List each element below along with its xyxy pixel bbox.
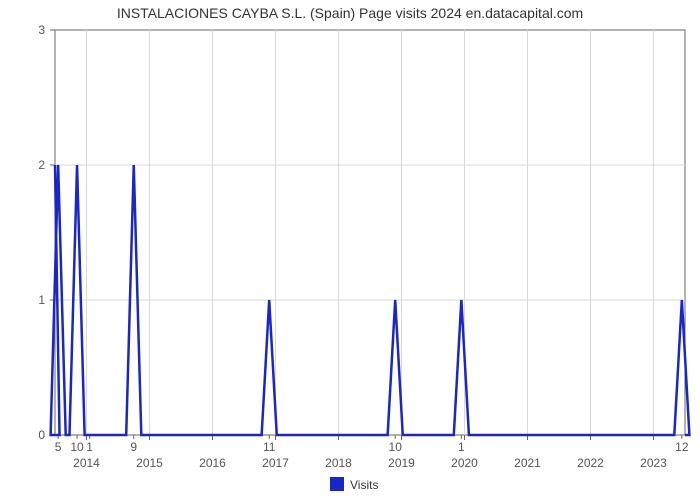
chart-background <box>0 0 700 500</box>
x-tick-label: 2019 <box>388 456 415 470</box>
x-secondary-label: 12 <box>675 440 689 454</box>
x-secondary-label: 11 <box>263 440 276 454</box>
x-tick-label: 2022 <box>577 456 604 470</box>
y-tick-label: 0 <box>38 428 45 442</box>
x-tick-label: 2021 <box>514 456 541 470</box>
chart-container: INSTALACIONES CAYBA S.L. (Spain) Page vi… <box>0 0 700 500</box>
x-secondary-label: 1 <box>86 440 93 454</box>
x-secondary-label: 10 <box>389 440 403 454</box>
x-secondary-label: 1 <box>458 440 465 454</box>
x-tick-label: 2017 <box>262 456 289 470</box>
x-tick-label: 2014 <box>73 456 100 470</box>
legend-swatch <box>330 477 344 491</box>
x-tick-label: 2016 <box>199 456 226 470</box>
y-tick-label: 1 <box>38 293 45 307</box>
line-chart: INSTALACIONES CAYBA S.L. (Spain) Page vi… <box>0 0 700 500</box>
x-tick-label: 2023 <box>640 456 667 470</box>
x-tick-label: 2020 <box>451 456 478 470</box>
x-tick-label: 2018 <box>325 456 352 470</box>
legend-label: Visits <box>350 478 378 492</box>
chart-title: INSTALACIONES CAYBA S.L. (Spain) Page vi… <box>117 5 583 21</box>
y-tick-label: 3 <box>38 23 45 37</box>
x-secondary-label: 9 <box>130 440 137 454</box>
y-tick-label: 2 <box>38 158 45 172</box>
x-tick-label: 2015 <box>136 456 163 470</box>
x-secondary-label: 5 <box>55 440 62 454</box>
x-secondary-label: 10 <box>70 440 84 454</box>
